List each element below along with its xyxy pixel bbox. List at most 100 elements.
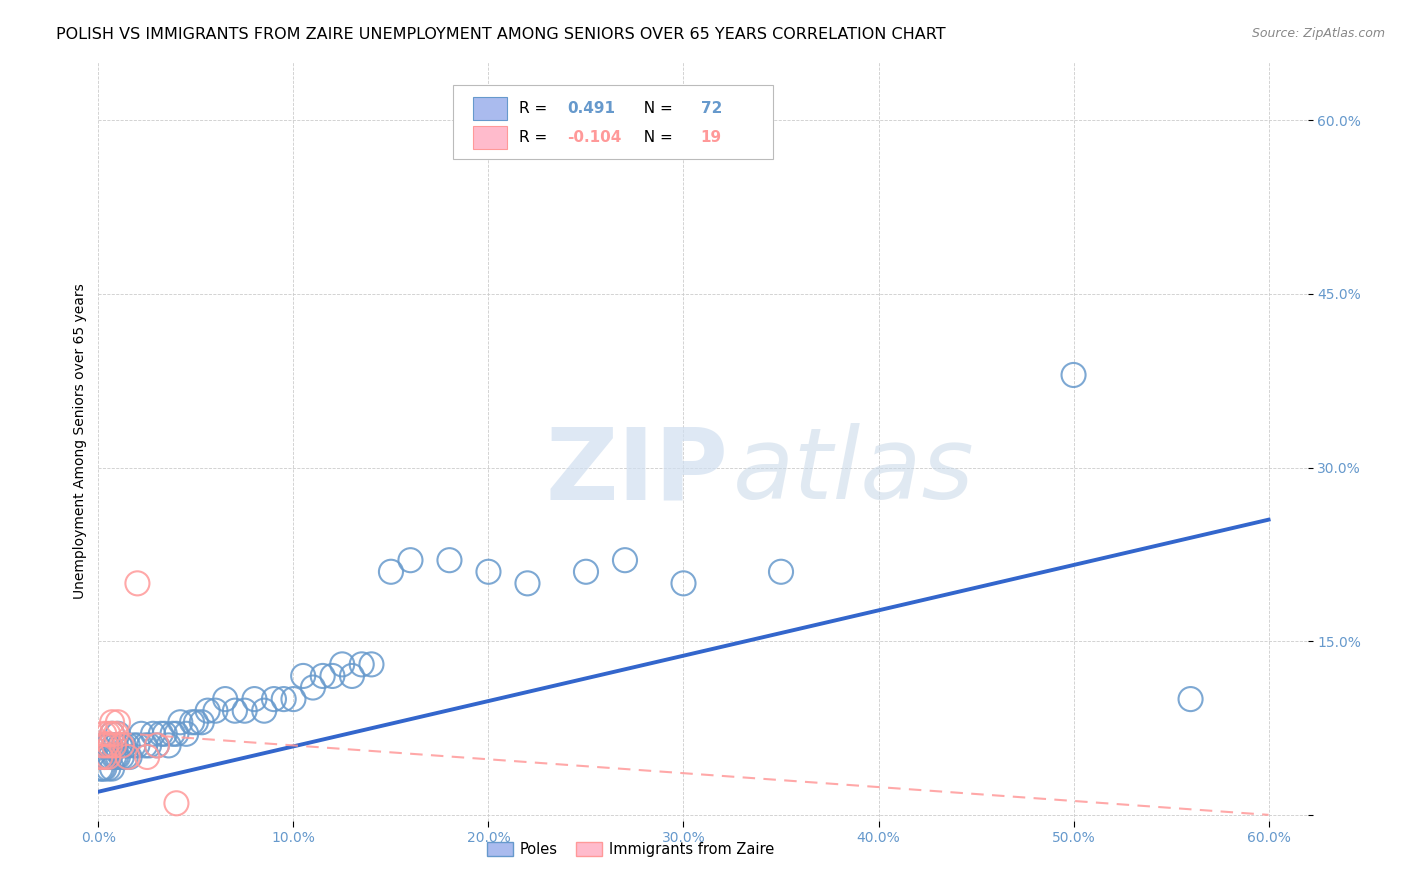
Point — [614, 553, 637, 567]
Legend: Poles, Immigrants from Zaire: Poles, Immigrants from Zaire — [481, 836, 780, 863]
Point — [312, 669, 335, 683]
Point — [98, 739, 121, 753]
Point — [263, 692, 285, 706]
Point — [111, 750, 134, 764]
Text: Source: ZipAtlas.com: Source: ZipAtlas.com — [1251, 27, 1385, 40]
Text: N =: N = — [634, 101, 678, 116]
Point — [97, 739, 120, 753]
Point — [97, 727, 120, 741]
Point — [111, 739, 134, 753]
Text: ZIP: ZIP — [546, 424, 728, 520]
Point — [91, 739, 114, 753]
Point — [97, 762, 120, 776]
Point — [101, 762, 124, 776]
Point — [672, 576, 695, 591]
Point — [157, 739, 180, 753]
Text: -0.104: -0.104 — [568, 130, 621, 145]
Point — [243, 692, 266, 706]
Point — [321, 669, 343, 683]
Point — [96, 739, 118, 753]
Point — [93, 750, 115, 764]
Point — [330, 657, 353, 672]
Point — [204, 704, 226, 718]
Point — [127, 739, 149, 753]
Point — [197, 704, 219, 718]
Point — [575, 565, 598, 579]
Point — [165, 727, 187, 741]
Point — [292, 669, 315, 683]
Point — [142, 727, 165, 741]
Point — [149, 727, 172, 741]
Point — [117, 739, 139, 753]
Point — [97, 750, 120, 764]
Point — [107, 750, 129, 764]
Point — [108, 739, 131, 753]
Point — [477, 565, 499, 579]
Point — [127, 576, 149, 591]
Point — [114, 750, 136, 764]
Point — [169, 715, 191, 730]
Text: 19: 19 — [700, 130, 721, 145]
Point — [104, 727, 127, 741]
Point — [136, 750, 159, 764]
FancyBboxPatch shape — [474, 126, 508, 149]
Point — [101, 715, 124, 730]
Point — [103, 739, 125, 753]
Point — [184, 715, 207, 730]
Text: POLISH VS IMMIGRANTS FROM ZAIRE UNEMPLOYMENT AMONG SENIORS OVER 65 YEARS CORRELA: POLISH VS IMMIGRANTS FROM ZAIRE UNEMPLOY… — [56, 27, 946, 42]
Point — [98, 739, 121, 753]
Point — [769, 565, 792, 579]
Text: R =: R = — [519, 101, 553, 116]
Point — [165, 797, 187, 811]
Point — [340, 669, 363, 683]
Point — [104, 739, 127, 753]
Point — [103, 750, 125, 764]
Point — [181, 715, 204, 730]
Point — [224, 704, 246, 718]
Point — [253, 704, 276, 718]
Point — [1063, 368, 1085, 382]
Point — [146, 739, 169, 753]
Point — [439, 553, 461, 567]
Point — [98, 750, 121, 764]
Point — [93, 762, 115, 776]
Point — [96, 739, 118, 753]
Point — [138, 739, 160, 753]
Point — [233, 704, 256, 718]
Point — [1180, 692, 1202, 706]
Point — [104, 750, 127, 764]
Point — [117, 750, 139, 764]
Point — [107, 727, 129, 741]
FancyBboxPatch shape — [474, 97, 508, 120]
Point — [516, 576, 538, 591]
Point — [93, 750, 115, 764]
Text: 0.491: 0.491 — [568, 101, 616, 116]
Point — [89, 762, 111, 776]
Point — [96, 750, 118, 764]
Point — [101, 727, 124, 741]
Point — [302, 681, 325, 695]
Point — [101, 727, 124, 741]
Point — [162, 727, 184, 741]
Point — [112, 739, 135, 753]
Point — [283, 692, 305, 706]
Point — [214, 692, 236, 706]
Point — [360, 657, 382, 672]
Text: N =: N = — [634, 130, 678, 145]
Point — [122, 739, 145, 753]
Point — [146, 739, 169, 753]
Point — [91, 739, 114, 753]
Point — [191, 715, 214, 730]
Point — [118, 750, 141, 764]
Point — [134, 739, 156, 753]
Point — [103, 739, 125, 753]
Point — [89, 750, 111, 764]
Point — [93, 727, 115, 741]
Point — [273, 692, 295, 706]
Point — [107, 715, 129, 730]
Point — [399, 553, 422, 567]
Point — [350, 657, 373, 672]
Point — [153, 727, 176, 741]
Point — [174, 727, 197, 741]
Point — [131, 727, 153, 741]
